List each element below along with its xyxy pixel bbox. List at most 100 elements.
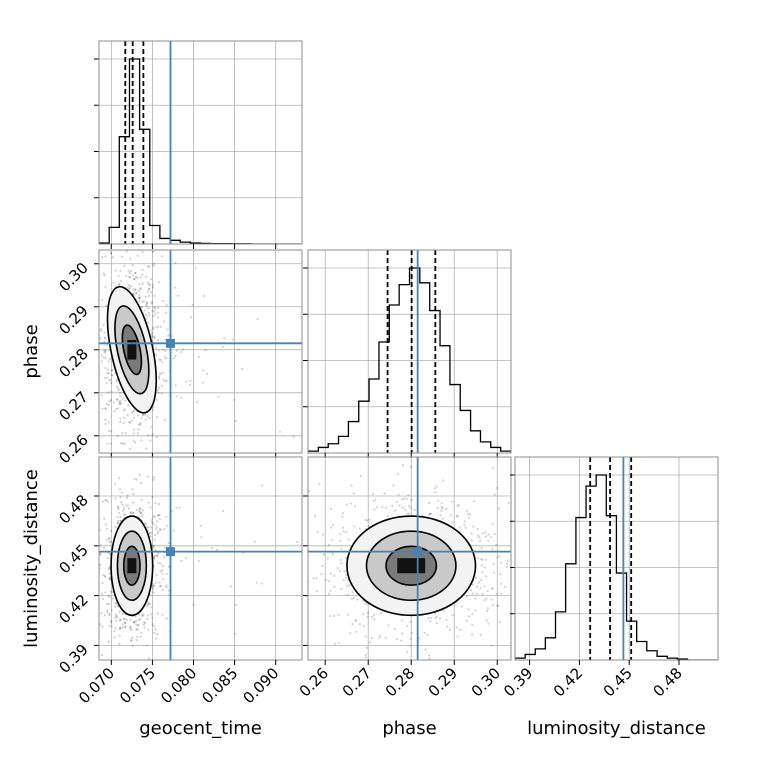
- scatter-point: [343, 570, 346, 573]
- scatter-point: [315, 590, 319, 593]
- scatter-point: [134, 615, 137, 618]
- scatter-point: [474, 576, 478, 580]
- scatter-point: [146, 603, 149, 606]
- panel-frame: [307, 456, 512, 661]
- scatter-point: [110, 625, 114, 628]
- scatter-point: [465, 619, 469, 623]
- scatter-point: [149, 291, 153, 294]
- scatter-point: [123, 621, 127, 624]
- scatter-point: [161, 572, 164, 575]
- scatter-point: [156, 389, 159, 392]
- scatter-point: [108, 624, 111, 627]
- x-tick-label: 0.28: [382, 664, 418, 700]
- scatter-point: [139, 288, 142, 291]
- scatter-point: [103, 517, 106, 520]
- scatter-point: [150, 278, 153, 281]
- scatter-point: [339, 539, 342, 542]
- scatter-point: [433, 487, 436, 490]
- scatter-point: [154, 534, 157, 537]
- scatter-point: [153, 336, 156, 339]
- scatter-point: [156, 553, 159, 557]
- scatter-point: [498, 555, 501, 558]
- scatter-point: [145, 313, 148, 316]
- scatter-point: [119, 519, 122, 522]
- scatter-point: [661, 524, 663, 526]
- scatter-point: [157, 325, 160, 328]
- scatter-point: [156, 307, 160, 310]
- scatter-point: [139, 482, 143, 485]
- scatter-point: [153, 631, 156, 634]
- scatter-point: [147, 434, 150, 437]
- scatter-point: [506, 565, 509, 568]
- scatter-point: [507, 502, 510, 505]
- scatter-point: [104, 422, 107, 426]
- scatter-point: [141, 413, 145, 416]
- scatter-point: [104, 407, 107, 410]
- scatter-point: [134, 288, 137, 291]
- scatter-point: [492, 571, 496, 574]
- scatter-point: [392, 484, 395, 487]
- scatter-point: [538, 591, 540, 593]
- scatter-point: [161, 255, 164, 258]
- scatter-point: [166, 328, 169, 331]
- scatter-point: [137, 618, 141, 622]
- scatter-point: [378, 634, 382, 637]
- scatter-point: [553, 574, 555, 576]
- scatter-point: [151, 408, 154, 411]
- scatter-point: [341, 515, 344, 518]
- scatter-point: [368, 518, 371, 521]
- scatter-point: [540, 574, 542, 576]
- scatter-point: [403, 497, 406, 500]
- scatter-point: [442, 609, 445, 612]
- scatter-point: [423, 661, 425, 663]
- scatter-point: [691, 547, 693, 549]
- scatter-point: [138, 507, 141, 510]
- scatter-point: [358, 527, 361, 530]
- scatter-point: [261, 484, 264, 487]
- scatter-point: [118, 282, 121, 285]
- scatter-point: [440, 509, 443, 512]
- scatter-point: [163, 419, 166, 422]
- scatter-point: [653, 608, 655, 610]
- scatter-point: [126, 286, 129, 289]
- scatter-point: [346, 593, 349, 596]
- scatter-point: [350, 597, 354, 600]
- scatter-point: [151, 432, 154, 435]
- scatter-point: [507, 559, 510, 562]
- scatter-point: [141, 614, 144, 617]
- scatter-point: [150, 335, 153, 338]
- scatter-point: [176, 294, 179, 297]
- scatter-point: [468, 516, 471, 519]
- scatter-point: [158, 358, 161, 361]
- scatter-point: [221, 345, 225, 348]
- scatter-point: [150, 606, 153, 609]
- scatter-point: [426, 634, 429, 637]
- scatter-point: [163, 339, 167, 342]
- scatter-point: [485, 575, 488, 578]
- scatter-point: [124, 626, 127, 629]
- scatter-point: [469, 589, 472, 592]
- scatter-point: [427, 501, 431, 505]
- scatter-point: [547, 485, 549, 487]
- scatter-point: [156, 311, 160, 314]
- scatter-point: [131, 274, 135, 277]
- scatter-point: [410, 499, 413, 502]
- scatter-point: [99, 623, 102, 626]
- scatter-point: [159, 325, 162, 328]
- scatter-point: [104, 255, 107, 258]
- scatter-point: [116, 521, 119, 524]
- scatter-point: [152, 326, 155, 329]
- density-peak: [127, 558, 137, 574]
- scatter-point: [406, 512, 409, 515]
- scatter-point: [154, 628, 157, 631]
- scatter-point: [153, 516, 156, 519]
- scatter-point: [194, 267, 197, 270]
- scatter-point: [103, 351, 106, 354]
- density-peak: [127, 339, 137, 360]
- truth-marker: [166, 547, 176, 557]
- scatter-point: [119, 420, 122, 424]
- scatter-point: [481, 571, 484, 574]
- scatter-point: [354, 620, 357, 623]
- scatter-point: [163, 528, 166, 531]
- scatter-point: [255, 581, 258, 584]
